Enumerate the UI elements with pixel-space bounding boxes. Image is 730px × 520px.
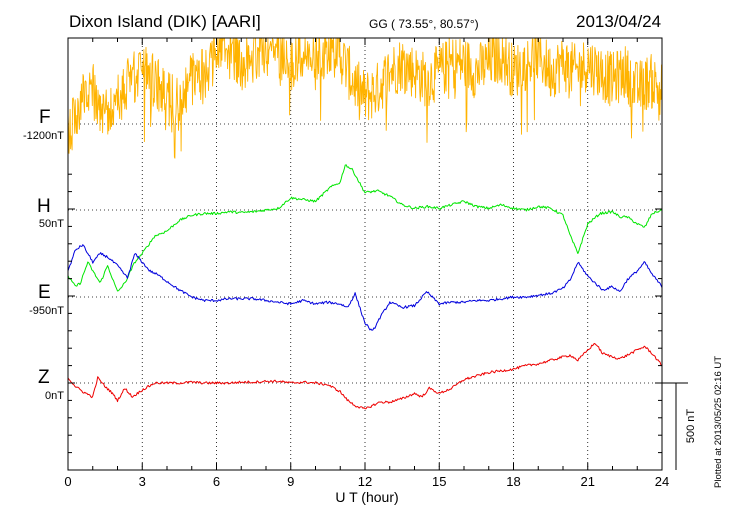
traces xyxy=(67,37,663,410)
component-z-baseline: 0nT xyxy=(45,390,64,402)
component-z-label: Z xyxy=(38,367,50,388)
series-line-e xyxy=(67,244,663,331)
scale-bar-label: 500 nT xyxy=(685,409,697,444)
x-tick-label: 9 xyxy=(287,474,294,489)
station-title: Dixon Island (DIK) [AARI] xyxy=(69,12,261,31)
component-e-label: E xyxy=(38,282,51,303)
x-tick-label: 18 xyxy=(506,474,520,489)
series-line-f xyxy=(67,37,663,159)
component-f-label: F xyxy=(39,107,51,128)
scale-bar: 500 nT xyxy=(662,382,697,470)
series-line-z xyxy=(67,343,663,410)
station-coordinates: GG ( 73.55°, 80.57°) xyxy=(369,17,479,31)
x-tick-label: 0 xyxy=(64,474,71,489)
series-line-h xyxy=(67,164,663,292)
x-tick-labels: 0 3 6 9 12 15 18 21 24 xyxy=(64,474,669,489)
x-tick-label: 6 xyxy=(213,474,220,489)
x-axis-label: U T (hour) xyxy=(335,489,398,505)
date-label: 2013/04/24 xyxy=(576,12,662,31)
component-e-baseline: -950nT xyxy=(29,305,64,317)
x-tick-label: 15 xyxy=(432,474,446,489)
x-tick-label: 24 xyxy=(655,474,669,489)
plotted-at-note: Plotted at 2013/05/25 02:16 UT xyxy=(713,355,724,488)
x-tick-label: 21 xyxy=(581,474,595,489)
x-tick-label: 3 xyxy=(139,474,146,489)
component-h-baseline: 50nT xyxy=(38,218,64,230)
component-f-baseline: -1200nT xyxy=(23,130,64,142)
x-tick-label: 12 xyxy=(358,474,372,489)
component-h-label: H xyxy=(37,196,51,217)
axis-ticks xyxy=(67,38,663,471)
